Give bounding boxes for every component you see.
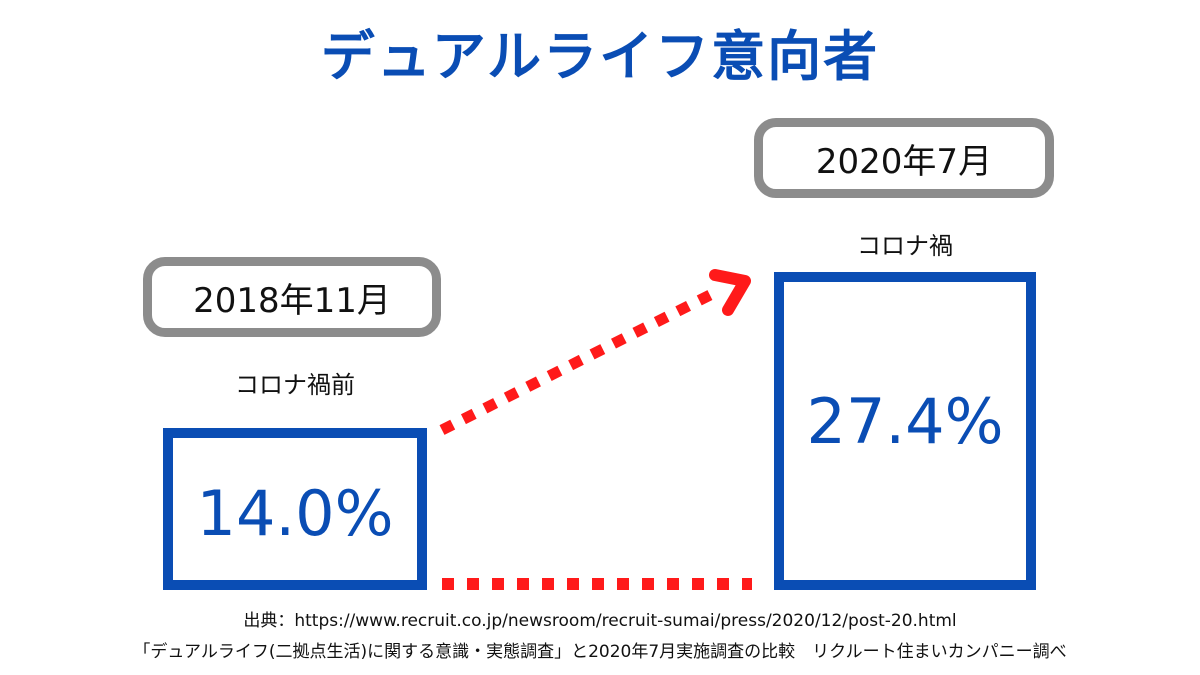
- bar-value: 14.0%: [196, 476, 394, 550]
- chart-title: デュアルライフ意向者: [320, 25, 880, 88]
- source-line-2: 「デュアルライフ(二拠点生活)に関する意識・実態調査」と2020年7月実施調査の…: [133, 642, 1067, 662]
- date-label-2018: 2018年11月: [143, 257, 441, 337]
- bar-2020: 27.4%: [774, 272, 1036, 590]
- period-label-before: コロナ禍前: [235, 371, 355, 399]
- period-label-during: コロナ禍: [857, 232, 953, 260]
- date-text: 2020年7月: [815, 141, 993, 182]
- source-line-1: 出典：https://www.recruit.co.jp/newsroom/re…: [243, 611, 957, 631]
- bar-2018: 14.0%: [163, 428, 427, 590]
- date-text: 2018年11月: [193, 280, 391, 321]
- date-label-2020: 2020年7月: [754, 118, 1054, 198]
- bar-value: 27.4%: [806, 384, 1004, 458]
